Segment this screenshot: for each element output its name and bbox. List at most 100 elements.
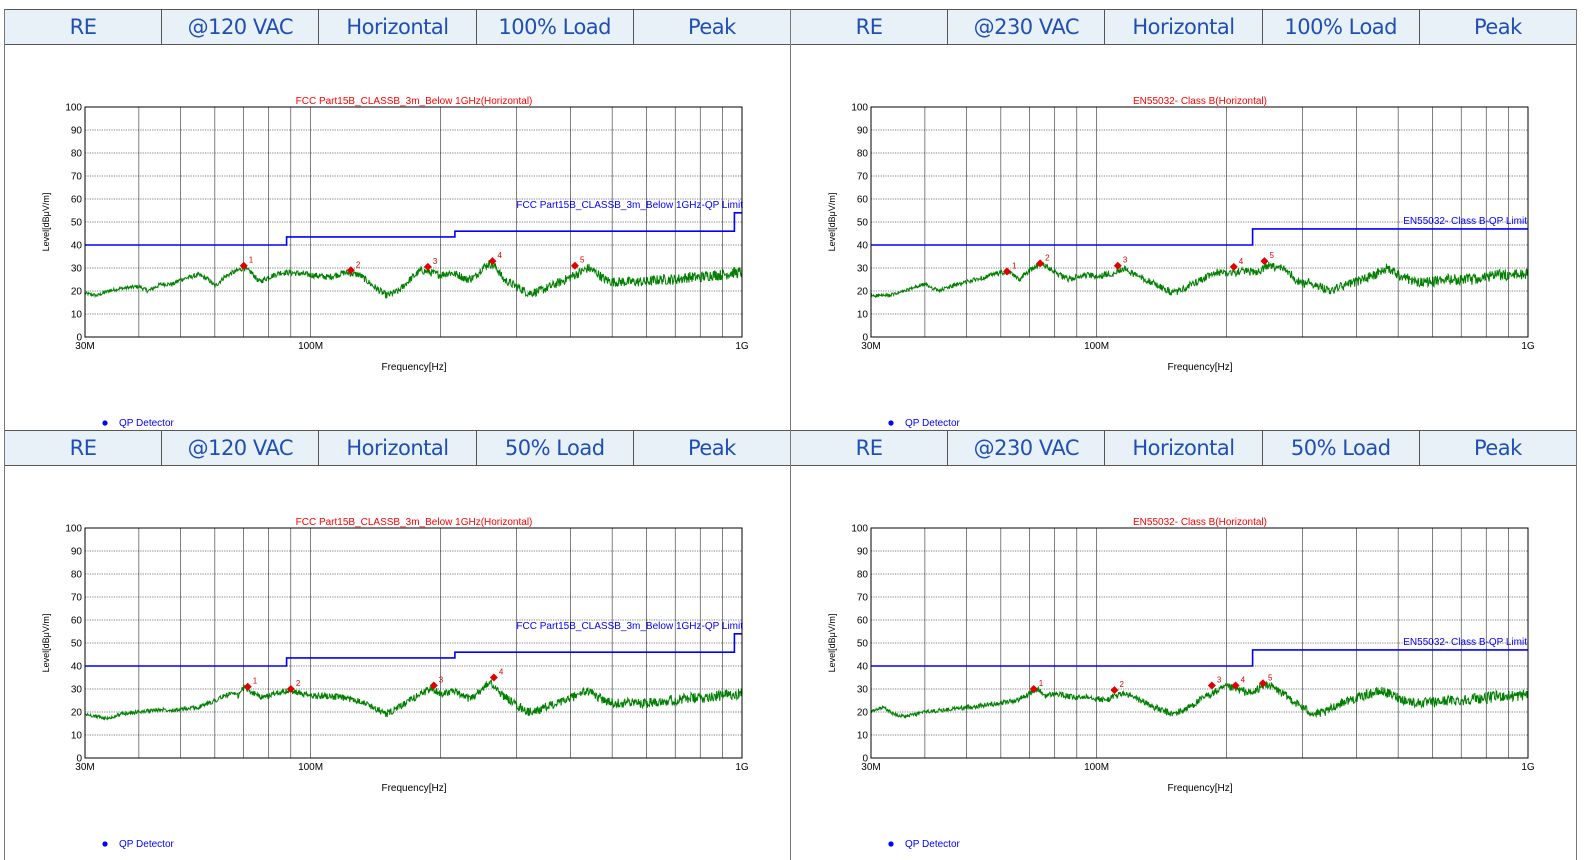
peak-marker [286, 685, 295, 693]
emission-trace [870, 680, 1529, 719]
y-tick-label: 90 [857, 126, 869, 137]
chart-panel-230vac-50-load: RE @230 VAC Horizontal 50% Load Peak EN5… [790, 430, 1577, 860]
peak-markers: 1 2 3 4 [243, 668, 504, 693]
y-tick-label: 10 [857, 310, 869, 321]
peak-marker [423, 262, 432, 271]
y-tick-label: 10 [71, 731, 83, 742]
peak-marker-label: 4 [1239, 257, 1244, 266]
plot-frame [84, 527, 743, 759]
header-detector: Peak [1473, 15, 1522, 39]
y-tick-label: 0 [76, 333, 82, 344]
emission-trace-group [84, 679, 743, 721]
limit-label: FCC Part15B_CLASSB_3m_Below 1GHz-QP Limi… [516, 621, 743, 632]
peak-marker [1110, 686, 1119, 695]
legend-label: QP Detector [119, 839, 175, 850]
peak-marker-label: 3 [439, 676, 444, 685]
y-tick-label: 50 [857, 218, 869, 229]
y-tick-label: 70 [857, 172, 869, 183]
y-tick-label: 20 [71, 287, 83, 298]
peak-marker-label: 4 [497, 251, 502, 260]
x-axis-label: Frequency[Hz] [1167, 783, 1232, 794]
chart-panel-120vac-50-load: RE @120 VAC Horizontal 50% Load Peak FCC… [4, 430, 791, 860]
x-tick-label: 1G [735, 341, 749, 352]
y-tick-label: 90 [71, 126, 83, 137]
y-tick-label: 80 [71, 570, 83, 581]
y-tick-label: 40 [71, 241, 83, 252]
y-axis-label: Level[dBμV/m] [827, 614, 837, 673]
x-tick-label: 30M [861, 341, 880, 352]
emission-trace-group [870, 680, 1529, 719]
peak-marker [1113, 261, 1122, 270]
peak-marker-label: 2 [296, 679, 301, 688]
peak-marker-label: 4 [499, 668, 504, 677]
peak-marker [1229, 262, 1238, 271]
emission-chart: FCC Part15B_CLASSB_3m_Below 1GHz(Horizon… [41, 517, 749, 850]
peak-marker-label: 4 [1241, 676, 1246, 685]
y-tick-label: 60 [71, 616, 83, 627]
peak-marker [243, 682, 252, 691]
header-polarization: Horizontal [319, 431, 477, 465]
y-tick-label: 60 [71, 195, 83, 206]
axis-tick-labels: 0 10 20 30 40 50 60 70 80 90 100 30M 100M 1G [851, 524, 1535, 774]
y-tick-label: 0 [76, 754, 82, 765]
y-tick-label: 50 [71, 639, 83, 650]
y-tick-label: 0 [862, 754, 868, 765]
x-axis-label: Frequency[Hz] [1167, 362, 1232, 373]
x-tick-label: 1G [735, 762, 749, 773]
y-tick-label: 50 [857, 639, 869, 650]
grid-lines [871, 527, 1528, 759]
header-detector: Peak [687, 436, 736, 460]
legend-label: QP Detector [119, 418, 175, 429]
limit-line-group [85, 212, 742, 246]
qp-limit-line [85, 633, 742, 667]
peak-marker [1260, 257, 1269, 266]
y-tick-label: 70 [71, 172, 83, 183]
y-tick-label: 80 [71, 149, 83, 160]
axis-tick-labels: 0 10 20 30 40 50 60 70 80 90 100 30M 100M 1G [65, 103, 749, 353]
y-tick-label: 30 [857, 264, 869, 275]
peak-marker [488, 257, 497, 266]
emission-chart: FCC Part15B_CLASSB_3m_Below 1GHz(Horizon… [41, 96, 749, 429]
legend-dot [888, 420, 894, 426]
y-tick-label: 30 [71, 264, 83, 275]
peak-marker-label: 1 [1039, 679, 1044, 688]
limit-label: EN55032- Class B-QP Limit [1403, 216, 1527, 227]
y-tick-label: 20 [857, 287, 869, 298]
y-tick-label: 80 [857, 149, 869, 160]
peak-marker-label: 2 [356, 260, 361, 269]
plot-frame [84, 106, 743, 338]
chart-title: FCC Part15B_CLASSB_3m_Below 1GHz(Horizon… [296, 517, 533, 528]
header-voltage: @120 VAC [162, 10, 320, 44]
test-condition-header: RE @230 VAC Horizontal 50% Load Peak [791, 430, 1576, 466]
x-tick-label: 30M [75, 762, 94, 773]
header-load: 100% Load [1263, 10, 1420, 44]
legend-label: QP Detector [905, 839, 961, 850]
y-tick-label: 60 [857, 616, 869, 627]
y-axis-label: Level[dBμV/m] [41, 614, 51, 673]
peak-marker [239, 261, 248, 270]
emission-trace [84, 679, 743, 721]
limit-line-group [85, 633, 742, 667]
peak-marker [1207, 681, 1216, 690]
peak-marker [429, 681, 438, 690]
y-tick-label: 70 [71, 593, 83, 604]
y-tick-label: 40 [71, 662, 83, 673]
y-tick-label: 100 [65, 103, 82, 114]
x-tick-label: 100M [298, 341, 323, 352]
plot-frame [870, 527, 1529, 759]
y-tick-label: 30 [857, 685, 869, 696]
limit-label: FCC Part15B_CLASSB_3m_Below 1GHz-QP Limi… [516, 200, 743, 211]
x-tick-label: 1G [1521, 341, 1535, 352]
qp-limit-line [871, 228, 1528, 246]
y-tick-label: 70 [857, 593, 869, 604]
header-test-type: RE [791, 431, 949, 465]
header-test-type: RE [791, 10, 949, 44]
emission-trace-group [870, 261, 1529, 299]
y-tick-label: 100 [851, 103, 868, 114]
peak-marker-label: 5 [1269, 251, 1274, 260]
emission-trace-group [84, 259, 743, 299]
y-tick-label: 90 [71, 547, 83, 558]
peak-marker [489, 673, 498, 682]
y-tick-label: 30 [71, 685, 83, 696]
